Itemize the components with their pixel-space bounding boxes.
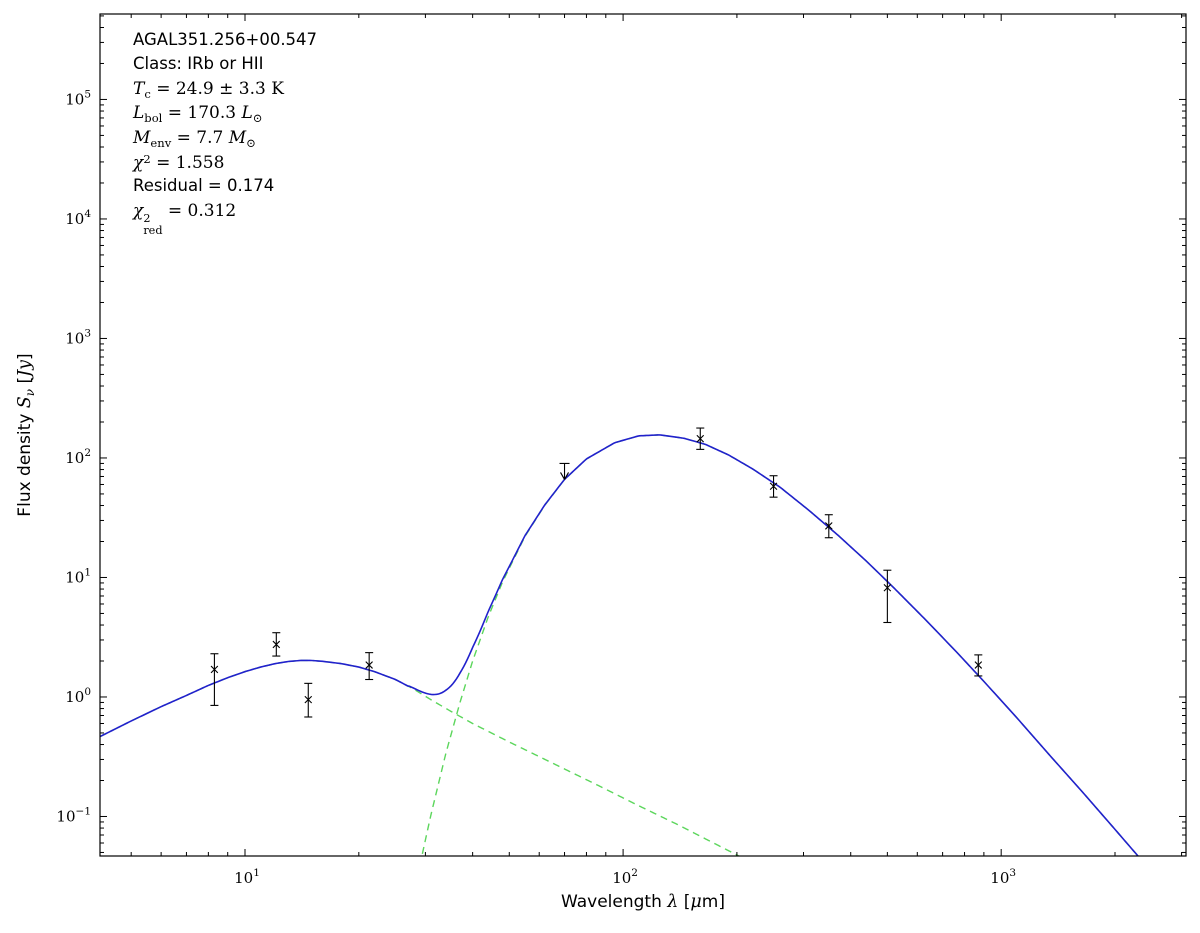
tick-labels: 101 102 103 10−1 100 101 102 103 104 105 xyxy=(56,88,1016,887)
tick-label: 103 xyxy=(65,327,91,347)
data-point xyxy=(559,462,570,480)
cold-greybody-curve xyxy=(421,434,1139,856)
annotation-line-4: Menv = 7.7 M⊙ xyxy=(133,127,256,150)
tick-label: 102 xyxy=(612,867,638,887)
tick-label: 102 xyxy=(65,447,91,467)
x-axis-label: Wavelength λ [μm] xyxy=(561,892,725,912)
tick-label: 104 xyxy=(65,208,91,228)
data-point xyxy=(272,632,281,657)
data-point xyxy=(824,514,833,539)
axis-ticks xyxy=(100,14,1186,856)
tick-label: 103 xyxy=(990,867,1016,887)
annotation-line-7: χ 2 red = 0.312 xyxy=(133,200,237,237)
tick-label: 105 xyxy=(65,88,91,108)
tick-label: 10−1 xyxy=(56,805,91,825)
annotation-line-5: χ2 = 1.558 xyxy=(133,151,225,174)
y-axis-label: Flux density Sν [Jy] xyxy=(15,353,37,516)
data-points xyxy=(210,427,983,718)
data-point xyxy=(304,682,313,718)
fit-parameters-annotation: AGAL351.256+00.547 Class: IRb or HII Tc = … xyxy=(133,30,318,237)
data-point xyxy=(365,652,374,681)
axes-frame xyxy=(99,13,1187,857)
tick-label: 100 xyxy=(65,686,91,706)
annotation-line-0: AGAL351.256+00.547 xyxy=(133,30,318,49)
total-model-curve xyxy=(100,434,1140,856)
annotation-line-6: Residual = 0.174 xyxy=(133,176,275,196)
annotation-line-3: Lbol = 170.3 L⊙ xyxy=(133,103,263,126)
data-point xyxy=(769,475,778,498)
data-point xyxy=(696,427,705,450)
warm-component-curve xyxy=(100,659,741,856)
data-point xyxy=(883,569,892,624)
tick-label: 101 xyxy=(65,566,91,586)
annotation-line-2: Tc = 24.9 ± 3.3 K xyxy=(133,78,284,101)
data-point xyxy=(974,654,983,677)
data-point xyxy=(210,653,219,706)
annotation-line-1: Class: IRb or HII xyxy=(133,54,264,74)
model-curves xyxy=(100,434,1140,856)
tick-label: 101 xyxy=(234,867,260,887)
